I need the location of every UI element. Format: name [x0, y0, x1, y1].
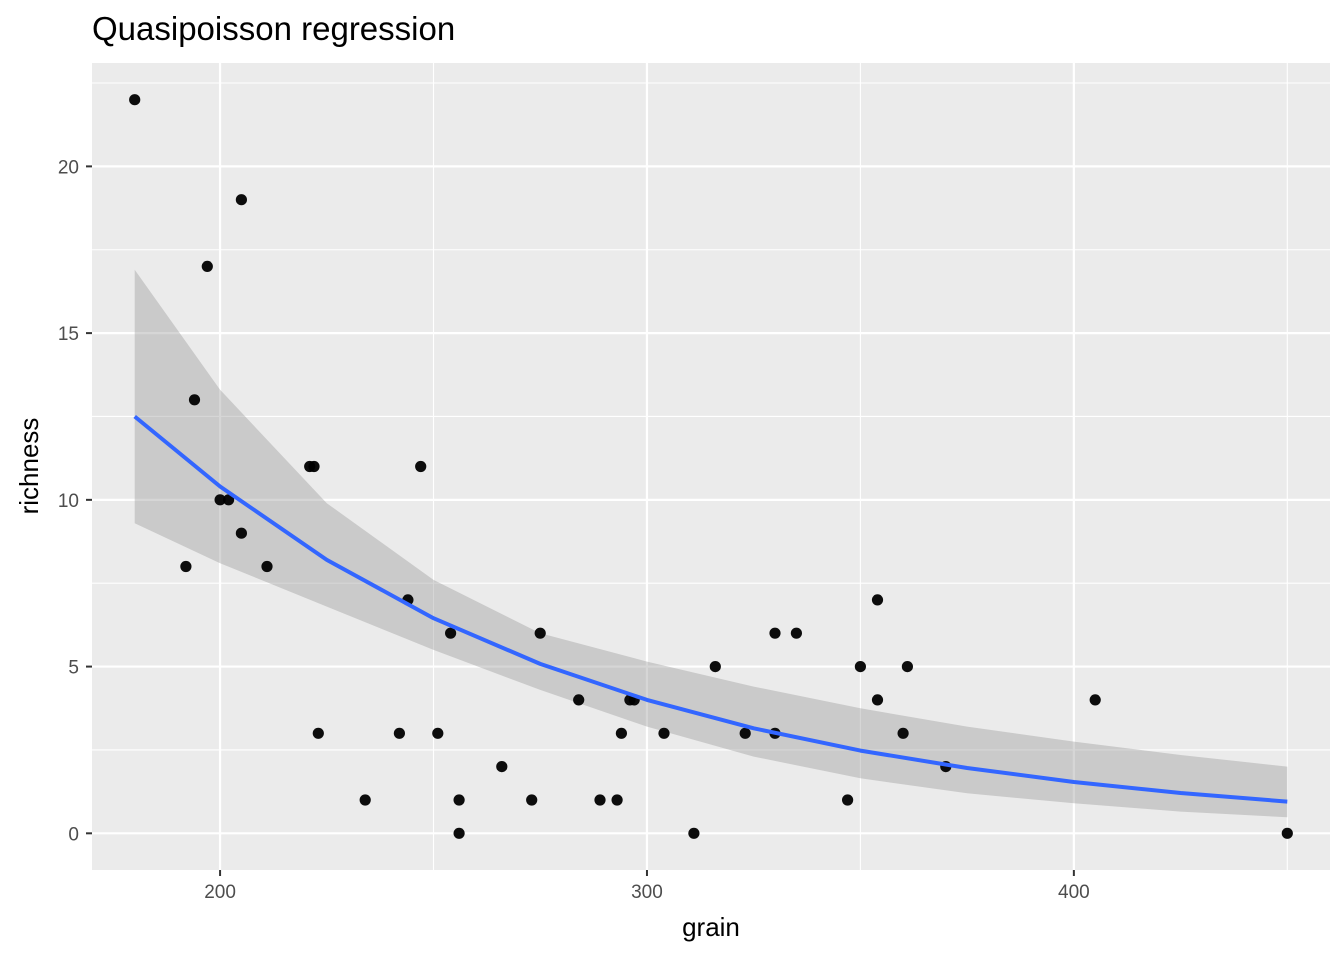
data-point: [415, 460, 427, 473]
fit-line: [133, 414, 1288, 804]
data-point: [897, 727, 909, 739]
plot-panel: [92, 63, 1330, 870]
data-point: [709, 661, 721, 673]
data-point: [534, 627, 546, 639]
y-tick-label: 10: [58, 491, 79, 512]
data-point: [658, 727, 670, 739]
data-point: [214, 494, 226, 506]
major-gridlines: [92, 63, 1330, 870]
data-point: [688, 827, 700, 839]
data-point: [901, 661, 914, 673]
data-point: [842, 794, 854, 806]
data-point: [235, 194, 247, 206]
data-points: [129, 94, 1293, 839]
data-point: [393, 727, 405, 739]
fit-line-path: [133, 414, 1288, 804]
y-axis-ticks: 0 5 10 15 20: [58, 157, 92, 845]
data-point: [180, 560, 192, 573]
data-point: [573, 694, 585, 706]
confidence-ribbon: [134, 269, 1288, 818]
y-tick-label: 0: [68, 824, 79, 845]
data-point: [615, 727, 628, 739]
data-point: [188, 394, 201, 406]
data-point: [445, 627, 457, 639]
x-tick-label: 200: [204, 882, 236, 903]
data-point: [235, 527, 247, 539]
data-point: [1089, 694, 1101, 706]
data-point: [611, 794, 623, 806]
x-axis-label: grain: [682, 912, 740, 942]
data-point: [261, 560, 273, 573]
data-point: [496, 761, 508, 773]
x-tick-label: 300: [631, 882, 663, 903]
y-tick-label: 20: [58, 157, 79, 178]
data-point: [594, 794, 606, 806]
x-axis-ticks: 200 300 400: [204, 870, 1090, 903]
minor-gridlines: [92, 63, 1330, 870]
confidence-band: [134, 269, 1288, 818]
data-point: [312, 727, 324, 739]
x-tick-label: 400: [1058, 882, 1090, 903]
data-point: [201, 260, 213, 272]
data-point: [871, 694, 884, 706]
data-point: [871, 594, 884, 606]
data-point: [453, 827, 465, 839]
y-tick-label: 5: [68, 658, 79, 679]
data-point: [739, 727, 751, 739]
data-point: [223, 494, 235, 506]
data-point: [1281, 827, 1293, 839]
data-point: [359, 794, 371, 806]
data-point: [790, 627, 803, 639]
data-point: [769, 627, 781, 639]
data-point: [453, 794, 465, 806]
data-point: [526, 794, 538, 806]
data-point: [308, 460, 320, 473]
chart-title: Quasipoisson regression: [92, 10, 455, 47]
data-point: [432, 727, 444, 739]
y-axis-label: richness: [14, 418, 44, 515]
y-tick-label: 15: [58, 324, 79, 345]
data-point: [854, 661, 867, 673]
data-point: [129, 94, 141, 106]
